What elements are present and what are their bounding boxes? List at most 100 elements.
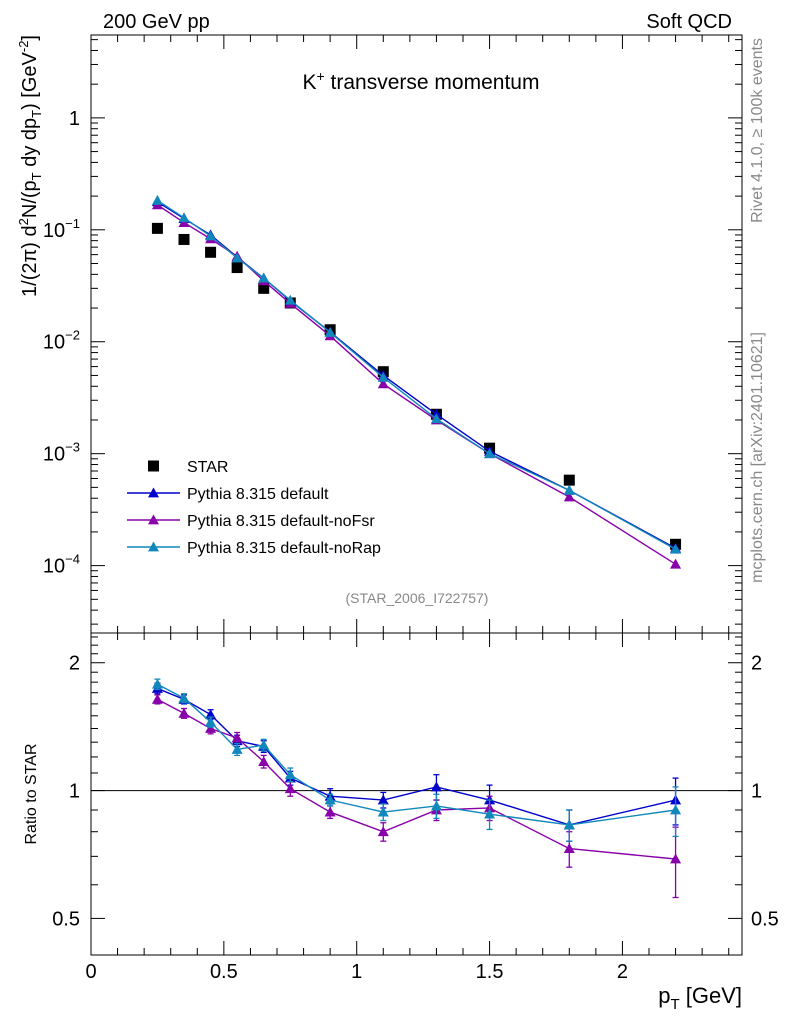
main-y-tick-label: 10−2 [43, 328, 80, 354]
ratio-point [151, 678, 163, 689]
ratio-plot-panel: 2 2 1 1 0.5 0.5 0 0.5 1 1.5 2 Ratio to STAR pT [G… [23, 632, 779, 1013]
main-tick-marks [90, 35, 742, 633]
main-y-tick-label: 10−1 [43, 216, 80, 242]
data-point [151, 222, 163, 234]
ratio-point [670, 804, 682, 815]
ylabel-prefix: 1/(2π) [19, 242, 41, 297]
series-line [157, 199, 676, 550]
ratio-series-line [157, 698, 676, 860]
ratio-point [430, 800, 442, 811]
ylabel-close: ) [GeV [19, 51, 41, 109]
main-y-tick-label: 10−4 [43, 552, 80, 578]
x-tick-label: 0.5 [210, 961, 238, 983]
tick-base: 10 [43, 220, 65, 242]
legend-label: Pythia 8.315 default-noRap [187, 540, 381, 557]
data-point [377, 371, 389, 382]
ylabel-end: ] [19, 35, 41, 41]
data-point [563, 491, 575, 502]
legend-item-pythia-8-315-default: Pythia 8.315 default [127, 486, 329, 503]
ratio-series-group [151, 678, 682, 899]
legend-label: Pythia 8.315 default [187, 486, 329, 503]
data-point [151, 194, 163, 205]
header-left-label: 200 GeV pp [103, 11, 210, 33]
legend-label: STAR [187, 459, 228, 476]
data-point [231, 262, 243, 274]
ratio-point [284, 783, 296, 794]
data-point [231, 252, 243, 263]
data-point [205, 246, 217, 258]
ratio-point [430, 781, 442, 792]
ratio-point [324, 794, 336, 805]
ratio-y-tick-label-right: 2 [751, 653, 762, 675]
data-point [430, 413, 442, 424]
main-y-axis-label: 1/(2π) d2N/(pT dy dpT) [GeV-2] [16, 35, 44, 297]
legend-marker [148, 460, 159, 472]
legend-item-pythia-8-315-default-nofsr: Pythia 8.315 default-noFsr [127, 513, 375, 530]
ratio-series-pythia-8-315-default-norap [151, 678, 682, 842]
ratio-point [284, 769, 296, 780]
main-plot-title: K+ transverse momentum [303, 68, 540, 94]
data-point [563, 484, 575, 495]
xlabel-t: T [670, 996, 679, 1013]
main-y-tick-labels: 1 10−1 10−2 10−3 10−4 [43, 108, 80, 578]
ratio-series-line [157, 683, 676, 826]
title-k: K [303, 71, 317, 94]
ratio-point [258, 739, 270, 750]
data-point [563, 474, 575, 486]
ylabel-minus2: -2 [16, 41, 31, 53]
ratio-y-tick-label: 0.5 [52, 908, 80, 930]
ratio-y-tick-label-right: 0.5 [751, 908, 779, 930]
main-y-tick-label: 10−3 [43, 440, 80, 466]
series-pythia-8-315-default-norap [151, 194, 682, 554]
data-point [178, 233, 190, 245]
ylabel-d: d [19, 225, 41, 236]
title-rest: transverse momentum [325, 71, 540, 94]
xlabel-unit: [GeV] [680, 983, 742, 1008]
rivet-version-label: Rivet 4.1.0, ≥ 100k events [749, 38, 766, 223]
ratio-point [670, 853, 682, 864]
ratio-y-axis-label: Ratio to STAR [23, 743, 40, 844]
xlabel-p: p [658, 983, 670, 1008]
ratio-point [377, 806, 389, 817]
data-point [258, 272, 270, 283]
ratio-point [377, 794, 389, 805]
tick-base: 10 [43, 444, 65, 466]
ratio-point [231, 732, 243, 743]
series-line [157, 204, 676, 565]
x-tick-label: 2 [617, 961, 628, 983]
main-y-tick-label: 1 [69, 108, 80, 130]
ratio-point [178, 692, 190, 703]
data-point [324, 326, 336, 337]
ratio-point [324, 806, 336, 817]
ylabel-t2: T [29, 110, 44, 118]
ylabel-n-open: N/(p [19, 180, 41, 218]
legend-marker [148, 514, 159, 525]
data-point [670, 558, 682, 569]
ratio-point [205, 716, 217, 727]
main-series-group [151, 194, 682, 569]
legend-item-star: STAR [148, 459, 228, 476]
data-point [484, 448, 496, 459]
ratio-y-tick-label-right: 1 [751, 781, 762, 803]
data-point [205, 230, 217, 241]
ratio-tick-marks [90, 633, 742, 955]
legend-label: Pythia 8.315 default-noFsr [187, 513, 375, 530]
x-tick-label: 0 [85, 961, 96, 983]
ratio-point [205, 723, 217, 733]
ylabel-t1: T [29, 172, 44, 180]
ratio-y-tick-labels: 2 2 1 1 0.5 0.5 [52, 653, 779, 931]
ratio-point [151, 693, 163, 704]
ratio-series-line [157, 687, 676, 826]
title-k-superscript: + [317, 68, 325, 84]
data-point [670, 543, 682, 554]
data-point [284, 294, 296, 305]
ylabel-two: 2 [16, 218, 31, 225]
data-point [258, 282, 270, 294]
legend-marker [148, 487, 159, 498]
mcplots-label: mcplots.cern.ch [arXiv:2401.10621] [749, 332, 766, 583]
ratio-y-tick-label: 2 [69, 653, 80, 675]
data-point [377, 378, 389, 389]
ratio-series-pythia-8-315-default-nofsr [151, 693, 682, 899]
header-right-label: Soft QCD [646, 11, 732, 33]
